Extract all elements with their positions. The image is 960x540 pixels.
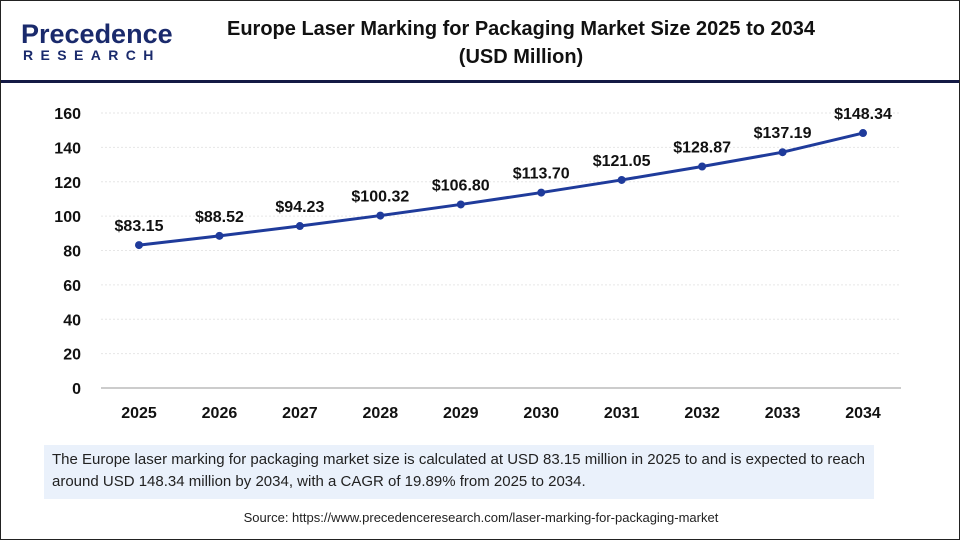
data-label: $113.70 xyxy=(513,166,570,183)
y-tick-label: 80 xyxy=(63,244,81,261)
header-divider xyxy=(1,80,959,83)
y-tick-label: 100 xyxy=(54,209,81,226)
data-point xyxy=(135,241,143,250)
data-label: $83.15 xyxy=(115,218,164,235)
precedence-research-logo: Precedence RESEARCH xyxy=(17,19,173,64)
chart-title: Europe Laser Marking for Packaging Marke… xyxy=(201,15,841,71)
y-tick-label: 140 xyxy=(54,140,81,157)
line-chart: 0 20 40 60 80 100 120 140 160 2025 2026 2027 2028 202… xyxy=(54,106,901,422)
data-point xyxy=(778,148,787,157)
data-point xyxy=(456,200,465,209)
x-tick-label: 2032 xyxy=(684,405,720,422)
data-point xyxy=(295,222,304,231)
y-tick-label: 60 xyxy=(63,278,81,295)
chart-title-line1: Europe Laser Marking for Packaging Marke… xyxy=(226,18,815,40)
data-point xyxy=(215,231,224,240)
x-tick-label: 2034 xyxy=(845,405,881,422)
data-label: $94.23 xyxy=(275,199,324,216)
x-tick-label: 2029 xyxy=(443,405,479,422)
data-point xyxy=(537,188,546,197)
y-tick-label: 20 xyxy=(63,347,81,364)
data-label: $100.32 xyxy=(351,189,409,206)
data-point xyxy=(376,211,385,220)
data-label: $121.05 xyxy=(593,153,651,170)
data-point xyxy=(698,162,707,171)
source-text: Source: https://www.precedenceresearch.c… xyxy=(243,510,719,525)
data-label: $128.87 xyxy=(673,140,731,157)
series-line xyxy=(138,131,864,247)
x-tick-label: 2026 xyxy=(202,405,238,422)
summary-text: The Europe laser marking for packaging m… xyxy=(44,445,874,499)
x-tick-label: 2025 xyxy=(121,405,157,422)
y-tick-label: 40 xyxy=(63,312,81,329)
data-label: $148.34 xyxy=(834,106,892,123)
logo-wordmark: Precedence xyxy=(21,19,173,49)
chart-title-line2: (USD Million) xyxy=(458,46,584,68)
y-tick-label: 120 xyxy=(54,175,81,192)
logo-subtitle: RESEARCH xyxy=(23,47,161,63)
data-point xyxy=(617,175,626,184)
y-tick-label: 160 xyxy=(54,106,81,123)
data-label: $88.52 xyxy=(195,209,244,226)
x-tick-label: 2030 xyxy=(523,405,559,422)
data-label: $137.19 xyxy=(754,125,812,142)
x-tick-label: 2028 xyxy=(363,405,399,422)
data-label: $106.80 xyxy=(432,177,490,194)
x-tick-label: 2033 xyxy=(765,405,801,422)
data-point xyxy=(859,129,867,138)
y-tick-label: 0 xyxy=(72,381,81,398)
x-tick-label: 2031 xyxy=(604,405,640,422)
x-tick-label: 2027 xyxy=(282,405,318,422)
